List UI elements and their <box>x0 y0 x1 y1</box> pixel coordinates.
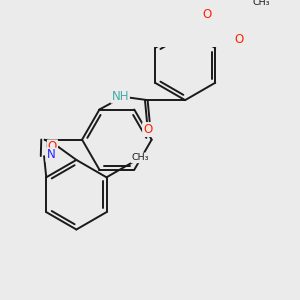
Text: O: O <box>143 123 152 136</box>
Text: N: N <box>46 148 55 161</box>
Text: CH₃: CH₃ <box>131 153 149 162</box>
Text: CH₃: CH₃ <box>253 0 270 7</box>
Text: O: O <box>48 140 57 153</box>
Text: NH: NH <box>112 90 129 103</box>
Text: O: O <box>234 33 243 46</box>
Text: O: O <box>202 8 211 21</box>
